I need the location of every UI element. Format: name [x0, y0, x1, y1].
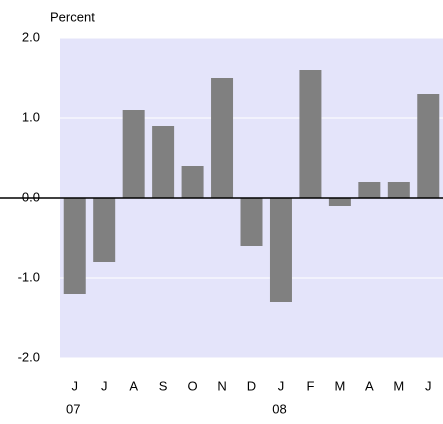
y-tick-label: 1.0 — [22, 109, 40, 124]
bar — [328, 198, 351, 206]
x-group-label: 07 — [66, 401, 80, 416]
x-tick-label: D — [247, 378, 256, 393]
bar — [299, 70, 322, 198]
x-tick-label: J — [278, 378, 285, 393]
bar — [358, 182, 381, 198]
x-tick-label: O — [188, 378, 198, 393]
x-group-label: 08 — [272, 401, 286, 416]
bar — [122, 110, 145, 198]
y-axis-label: Percent — [50, 9, 95, 24]
y-tick-label: -1.0 — [18, 269, 40, 284]
bar — [211, 78, 234, 198]
x-tick-label: M — [334, 378, 345, 393]
x-tick-label: F — [306, 378, 314, 393]
x-tick-label: N — [217, 378, 226, 393]
bar — [152, 126, 175, 198]
x-tick-label: A — [365, 378, 374, 393]
x-tick-label: J — [425, 378, 432, 393]
bar — [93, 198, 116, 262]
x-tick-label: J — [101, 378, 108, 393]
y-tick-label: 2.0 — [22, 29, 40, 44]
y-tick-label: 0.0 — [22, 189, 40, 204]
x-tick-label: A — [129, 378, 138, 393]
x-tick-label: S — [159, 378, 168, 393]
bar — [63, 198, 86, 294]
y-tick-label: -2.0 — [18, 349, 40, 364]
bar — [387, 182, 410, 198]
x-tick-label: M — [393, 378, 404, 393]
bar — [269, 198, 292, 302]
bar — [417, 94, 440, 198]
bar — [181, 166, 204, 198]
bar — [240, 198, 263, 246]
x-tick-label: J — [71, 378, 78, 393]
